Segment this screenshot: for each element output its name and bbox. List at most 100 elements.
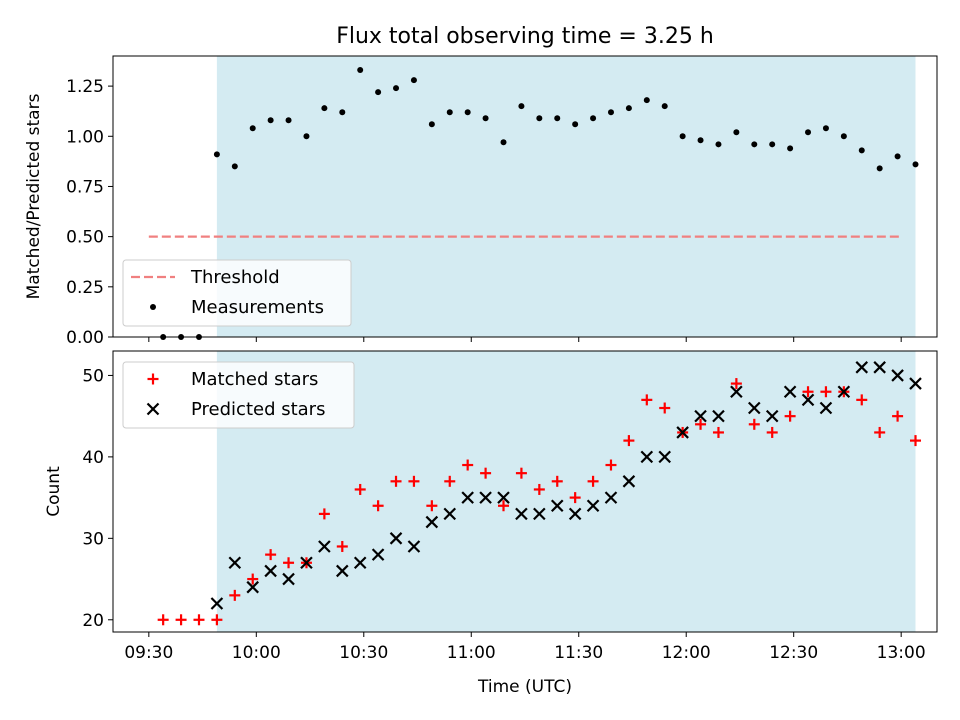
matched-star-point [229, 589, 241, 601]
predicted-star-point [658, 450, 671, 464]
matched-star-point [712, 426, 724, 438]
measurement-point [679, 133, 686, 140]
matched-star-point [533, 483, 545, 495]
matched-star-point [211, 614, 223, 626]
measurement-point [410, 77, 417, 84]
measurement-point [894, 153, 901, 160]
predicted-star-point-b [550, 499, 564, 513]
predicted-star-point [640, 450, 654, 464]
x-tick-label: 11:00 [447, 643, 496, 663]
predicted-star-point-b [443, 507, 457, 521]
predicted-star-point [837, 385, 851, 399]
x-tick-label: 10:00 [232, 643, 281, 663]
measurement-point [536, 115, 543, 122]
bottom-y-ticks: 20 30 40 50 [82, 366, 113, 631]
predicted-star-point-b [353, 556, 367, 570]
matched-star-point [283, 557, 295, 569]
x-tick-label: 11:30 [554, 643, 603, 663]
predicted-star-point-b [837, 385, 851, 399]
predicted-star-point-b [694, 409, 707, 423]
predicted-star-point-b [622, 475, 636, 488]
predicted-star-point-b [819, 401, 833, 415]
matched-star-point [265, 549, 277, 561]
matched-star-point [659, 402, 671, 414]
measurement-point [554, 115, 561, 122]
x-tick-label: 12:00 [662, 643, 711, 663]
predicted-star-point-b [873, 361, 886, 374]
matched-star-point [569, 492, 581, 504]
measurement-point [572, 121, 579, 128]
matched-star-point [766, 426, 778, 438]
predicted-star-point-b [389, 532, 403, 545]
bottom-x-ticks: 09:30 10:00 10:30 11:00 11:30 12:00 12:30 13:00 [124, 632, 926, 663]
matched-star-point [515, 467, 527, 479]
measurement-point [858, 147, 865, 154]
predicted-star-point-b [783, 385, 797, 399]
predicted-star-point-b [264, 564, 277, 578]
matched-star-point [820, 386, 832, 398]
predicted-star-point-b [371, 548, 385, 561]
bottom-y-tick-label: 20 [82, 611, 104, 631]
x-tick-label: 12:30 [769, 643, 818, 663]
bottom-y-tick-label: 50 [82, 366, 104, 386]
measurement-point [231, 163, 238, 170]
predicted-star-point [550, 499, 564, 513]
predicted-star-point [801, 393, 815, 407]
predicted-star-point-b [640, 450, 654, 464]
predicted-star-point-b [479, 491, 492, 504]
top-panel: 0.00 0.25 0.50 0.75 1.00 1.25 Flux total obse… [24, 24, 938, 348]
matched-star-point [408, 475, 420, 487]
legend-predicted-label: Predicted stars [191, 399, 325, 420]
measurement-point [303, 133, 310, 140]
measurement-point [769, 141, 776, 148]
legend-threshold-label: Threshold [190, 267, 280, 288]
measurement-point [518, 103, 525, 110]
predicted-star-point [389, 532, 403, 545]
predicted-star-point [712, 409, 725, 423]
predicted-star-point [479, 491, 492, 504]
predicted-star-point-b [604, 491, 618, 504]
matched-star-point [175, 614, 187, 626]
measurement-point [393, 85, 400, 92]
predicted-star-point-b [461, 491, 474, 504]
predicted-star-point-b [515, 507, 528, 521]
top-y-ticks: 0.00 0.25 0.50 0.75 1.00 1.25 [66, 77, 113, 348]
predicted-star-point [748, 401, 761, 415]
bottom-legend: Matched stars Predicted stars [122, 361, 355, 429]
measurement-point [840, 133, 847, 140]
predicted-star-point [353, 556, 367, 570]
bottom-legend-box [122, 361, 355, 429]
x-tick-label: 13:00 [877, 643, 926, 663]
predicted-star-point [873, 361, 886, 374]
predicted-star-point-b [533, 507, 546, 521]
legend-measurements-swatch [150, 304, 156, 310]
bottom-y-axis-label: Count [44, 466, 64, 517]
chart-title: Flux total observing time = 3.25 h [336, 24, 714, 49]
predicted-star-point [228, 556, 242, 570]
predicted-star-point [909, 377, 922, 390]
matched-star-point [748, 418, 760, 430]
measurement-point [607, 109, 614, 116]
top-legend-box [122, 259, 352, 327]
predicted-star-point [407, 540, 421, 553]
predicted-star-point [730, 385, 743, 399]
bottom-axes-frame [112, 350, 938, 633]
top-y-tick-label: 1.25 [66, 77, 104, 97]
matched-star-point [157, 614, 169, 626]
measurement-point [733, 129, 740, 136]
measurement-point [625, 105, 632, 112]
predicted-star-point [336, 564, 349, 578]
predicted-star-point-b [712, 409, 725, 423]
predicted-star-point-b [407, 540, 421, 553]
predicted-star-point [765, 409, 779, 423]
predicted-star-point-b [336, 564, 349, 578]
top-y-tick-label: 1.00 [66, 127, 104, 147]
predicted-star-point-b [748, 401, 761, 415]
top-y-axis-label: Matched/Predicted stars [24, 93, 44, 299]
matched-star-point [354, 483, 366, 495]
matched-star-point [784, 410, 796, 422]
measurement-point [321, 105, 328, 112]
predicted-star-point [461, 491, 474, 504]
predicted-star-point [210, 597, 224, 610]
predicted-star-point-b [282, 572, 295, 586]
